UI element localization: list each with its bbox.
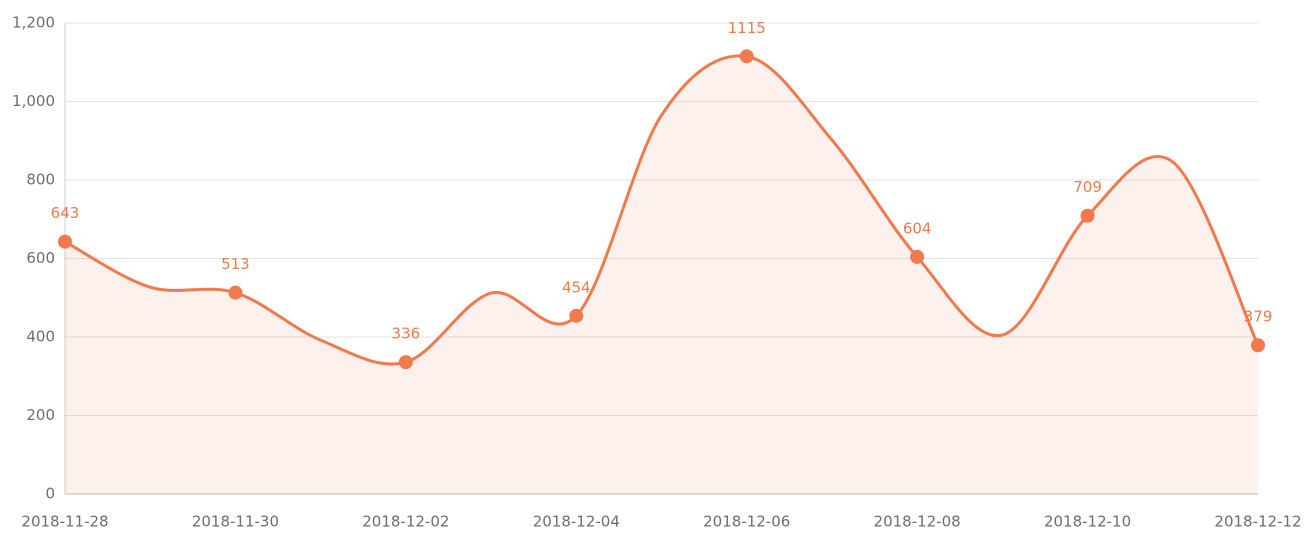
- value-label: 1115: [728, 19, 766, 37]
- x-tick-label: 2018-12-10: [1044, 513, 1131, 531]
- y-tick-label: 0: [45, 485, 55, 503]
- value-label: 379: [1244, 308, 1273, 326]
- y-tick-label: 600: [26, 249, 55, 267]
- x-tick-label: 2018-11-28: [21, 513, 108, 531]
- marker: [1080, 208, 1095, 223]
- value-label: 336: [392, 325, 421, 343]
- x-tick-label: 2018-12-04: [533, 513, 620, 531]
- x-tick-label: 2018-12-06: [703, 513, 790, 531]
- x-tick-label: 2018-12-02: [362, 513, 449, 531]
- marker: [569, 308, 584, 323]
- y-tick-label: 1,200: [12, 14, 55, 32]
- y-tick-label: 800: [26, 171, 55, 189]
- x-tick-label: 2018-12-12: [1214, 513, 1301, 531]
- x-tick-label: 2018-11-30: [192, 513, 279, 531]
- y-tick-label: 200: [26, 406, 55, 424]
- value-label: 643: [51, 204, 80, 222]
- value-label: 454: [562, 278, 591, 296]
- marker: [910, 249, 925, 264]
- marker: [398, 355, 413, 370]
- area: [65, 55, 1258, 495]
- marker: [228, 285, 243, 300]
- marker: [1251, 338, 1265, 353]
- x-tick-label: 2018-12-08: [874, 513, 961, 531]
- value-label: 513: [221, 255, 250, 273]
- value-label: 709: [1073, 178, 1102, 196]
- value-label: 604: [903, 219, 932, 237]
- y-tick-label: 1,000: [12, 92, 55, 110]
- marker: [58, 234, 72, 249]
- y-tick-label: 400: [26, 328, 55, 346]
- marker: [739, 49, 754, 64]
